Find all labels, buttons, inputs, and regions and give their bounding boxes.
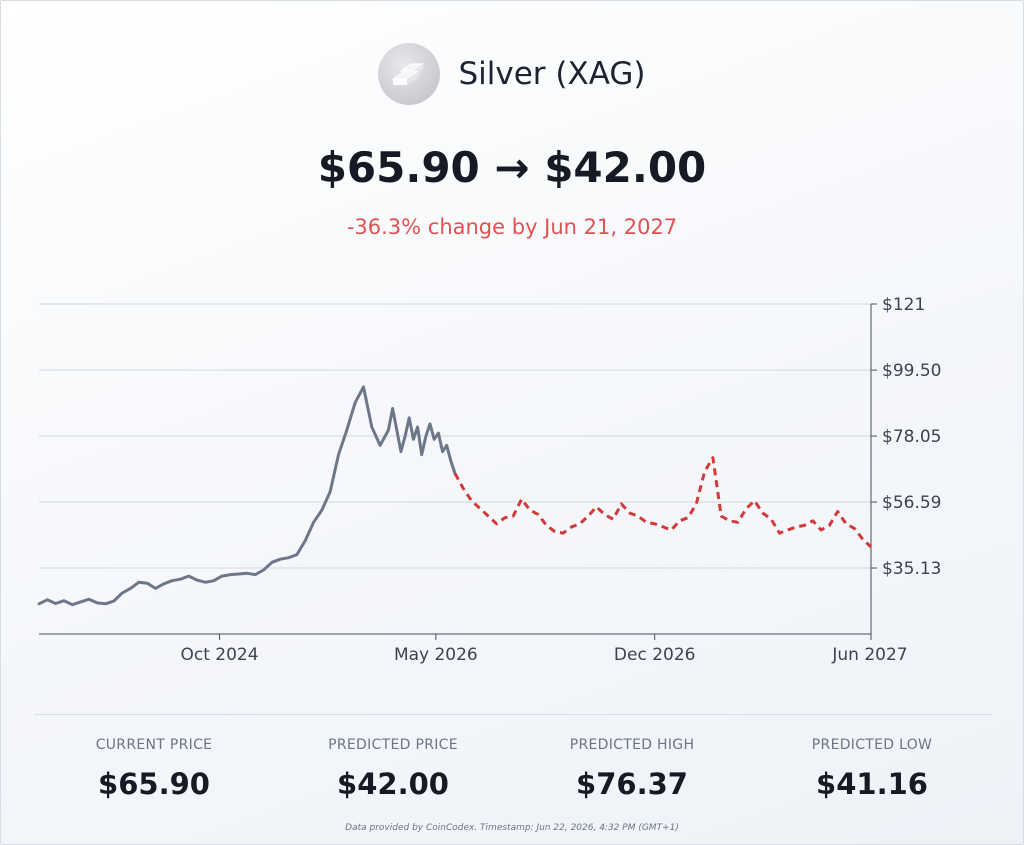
stat-value: $76.37: [576, 767, 688, 801]
divider: [34, 714, 992, 715]
stat-value: $41.16: [816, 767, 928, 801]
stat-label: PREDICTED PRICE: [328, 737, 458, 753]
y-tick-label: $121: [882, 295, 925, 315]
stat-value: $65.90: [98, 767, 210, 801]
historical-price-line: [37, 385, 457, 607]
price-change: $65.90 → $42.00: [317, 143, 707, 192]
stat-predicted-low: PREDICTED LOW $41.16: [752, 737, 992, 801]
y-tick-label: $78.05: [882, 427, 941, 447]
grid-lines: [39, 303, 871, 569]
stat-label: PREDICTED HIGH: [569, 737, 695, 753]
percent-change: -36.3% change by Jun 21, 2027: [346, 215, 678, 239]
asset-header: Silver (XAG): [1, 43, 1023, 105]
price-chart: $121 $99.50 $78.05 $56.59 $35.13 Oct 2024 May…: [37, 295, 941, 665]
data-source-note: Data provided by CoinCodex. Timestamp: J…: [345, 823, 679, 833]
stat-label: PREDICTED LOW: [811, 737, 933, 753]
y-tick-label: $99.50: [882, 361, 941, 381]
stat-value: $42.00: [337, 767, 449, 801]
stat-predicted-price: PREDICTED PRICE $42.00: [273, 737, 513, 801]
stat-label: CURRENT PRICE: [95, 737, 213, 753]
x-tick-label: Dec 2026: [614, 645, 696, 665]
stat-predicted-high: PREDICTED HIGH $76.37: [512, 737, 752, 801]
y-tick-label: $56.59: [882, 493, 941, 513]
x-tick-label: Jun 2027: [831, 645, 907, 665]
stat-current-price: CURRENT PRICE $65.90: [34, 737, 274, 801]
stats-row: CURRENT PRICE $65.90 PREDICTED PRICE $42…: [1, 737, 1023, 817]
asset-name: Silver (XAG): [458, 56, 646, 92]
silver-bars-icon: [378, 43, 441, 105]
predicted-price-line: [453, 456, 873, 548]
y-tick-label: $35.13: [882, 559, 941, 579]
x-tick-label: Oct 2024: [181, 645, 259, 665]
x-tick-label: May 2026: [394, 645, 478, 665]
